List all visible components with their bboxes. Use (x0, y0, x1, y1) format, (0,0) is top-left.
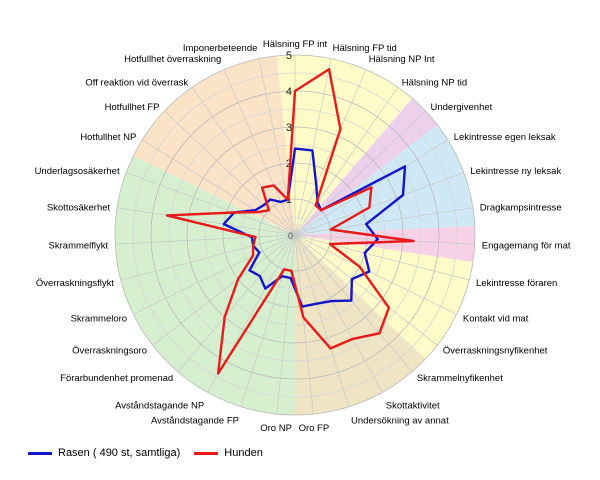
category-label-4: Undergivenhet (431, 102, 493, 113)
category-label-11: Överraskningsnyfikenhet (443, 346, 548, 357)
grid-spoke-9 (294, 234, 470, 281)
grid-spoke-29 (223, 69, 296, 236)
category-label-26: Hotfullhet NP (80, 132, 136, 143)
grid-spoke-4 (294, 110, 426, 236)
category-label-21: Skrammeloro (71, 313, 128, 324)
category-label-12: Skrammelnyfikenhet (417, 373, 503, 384)
grid-spoke-21 (133, 234, 296, 315)
sector-band-7 (133, 55, 295, 236)
sector-band-3 (295, 225, 476, 263)
grid-spoke-7 (294, 207, 473, 236)
category-label-24: Skottosäkerhet (47, 203, 111, 214)
category-label-17: Avståndstagande FP (151, 415, 239, 426)
category-label-16: Oro NP (260, 423, 292, 434)
grid-spoke-30 (258, 58, 296, 236)
grid-spoke-27 (164, 110, 296, 236)
grid-spoke-19 (177, 234, 296, 372)
grid-spoke-3 (294, 87, 399, 236)
category-label-18: Avståndstagande NP (115, 401, 204, 412)
sector-band-6 (114, 155, 295, 415)
legend-label-hunden: Hunden (224, 447, 263, 459)
r-tick-label-0: 0 (288, 231, 293, 241)
legend-swatch-rasen (28, 451, 52, 455)
grid-spoke-17 (240, 234, 296, 407)
grid-spoke-16 (276, 234, 296, 415)
legend-swatch-hunden (194, 451, 219, 455)
sector-band-5 (295, 235, 426, 415)
category-label-29: Hotfullhet överraskning (124, 54, 221, 65)
grid-spoke-8 (294, 234, 475, 245)
grid-spoke-10 (294, 234, 457, 315)
r-tick-label-2: 2 (286, 158, 292, 170)
grid-spoke-23 (115, 234, 296, 245)
grid-spoke-2 (294, 69, 367, 236)
category-label-28: Off reaktion vid överrask (85, 78, 188, 89)
legend-item-rasen: Rasen ( 490 st, samtliga) (28, 447, 180, 459)
grid-spoke-22 (120, 234, 296, 281)
grid-spoke-25 (126, 172, 296, 236)
category-label-13: Skottaktivitet (386, 401, 440, 412)
category-label-9: Lekintresse föraren (476, 278, 557, 289)
category-label-30: Imponerbeteende (183, 43, 257, 54)
r-tick-label-3: 3 (286, 122, 292, 134)
grid-spoke-12 (294, 234, 413, 372)
category-label-2: Hälsning NP Int (369, 54, 435, 65)
category-label-15: Oro FP (299, 423, 330, 434)
category-label-6: Lekintresse ny leksak (470, 166, 561, 177)
legend: Rasen ( 490 st, samtliga) Hunden (28, 444, 277, 462)
category-label-8: Engagemang för mat (482, 241, 571, 252)
sector-band-0 (276, 54, 413, 235)
r-tick-label-4: 4 (286, 86, 292, 98)
grid-spoke-20 (152, 234, 296, 346)
category-label-22: Överraskningsflykt (36, 278, 114, 289)
category-label-20: Överraskningsoro (72, 346, 147, 357)
category-label-0: Hälsning FP int (263, 39, 328, 50)
r-tick-label-5: 5 (286, 50, 292, 62)
category-label-27: Hotfullhet FP (105, 102, 160, 113)
grid-spoke-26 (142, 139, 296, 236)
category-label-10: Kontakt vid mat (463, 313, 529, 324)
grid-spoke-24 (117, 207, 296, 236)
grid-spoke-13 (294, 234, 383, 393)
category-label-5: Lekintresse egen leksak (454, 132, 556, 143)
category-label-25: Underlagsosäkerhet (35, 166, 120, 177)
category-label-23: Skrammelflykt (49, 241, 109, 252)
legend-label-rasen: Rasen ( 490 st, samtliga) (58, 447, 181, 459)
grid-spoke-11 (294, 234, 438, 346)
grid-spoke-14 (294, 234, 350, 407)
grid-spoke-6 (294, 172, 464, 236)
category-label-14: Undersökning av annat (351, 415, 449, 426)
sector-band-2 (295, 124, 475, 235)
series-line-1 (165, 68, 415, 375)
category-label-1: Hälsning FP tid (333, 43, 397, 54)
category-label-7: Dragkampsintresse (480, 203, 562, 214)
grid-spoke-1 (294, 58, 332, 236)
grid-spoke-15 (294, 234, 314, 415)
legend-item-hunden: Hunden (194, 447, 263, 459)
category-label-3: Hälsning NP tid (402, 78, 467, 89)
category-label-19: Förarbundenhet promenad (60, 373, 173, 384)
grid-spoke-28 (191, 87, 296, 236)
